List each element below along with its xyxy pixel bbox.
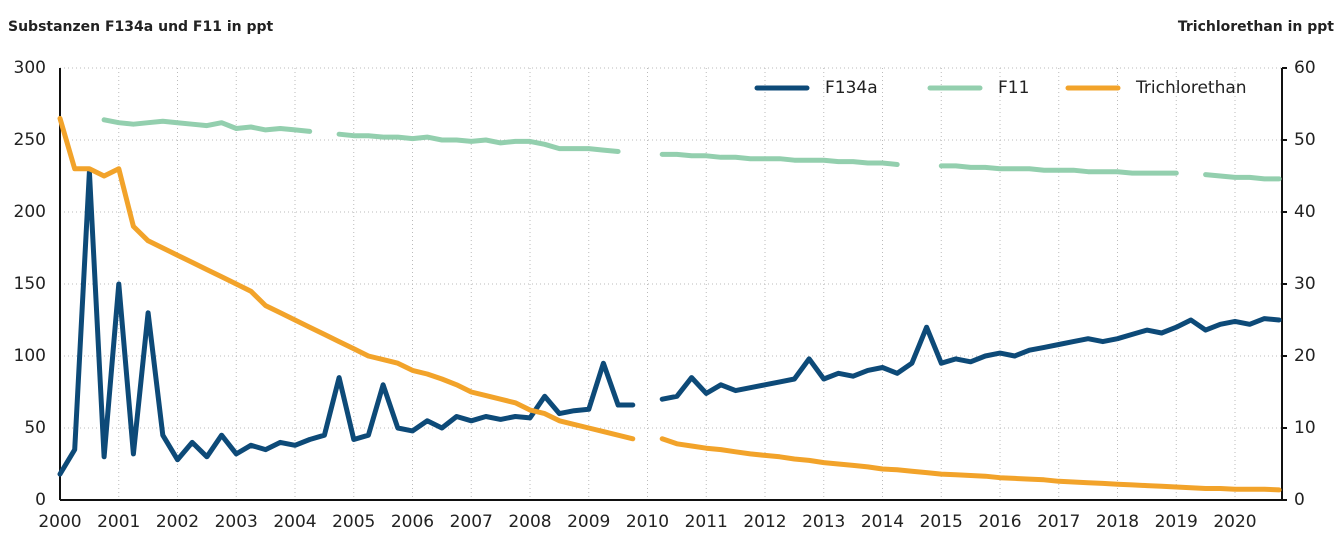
x-tick-label: 2019 (1155, 512, 1198, 532)
x-tick-label: 2012 (743, 512, 786, 532)
x-tick-label: 2008 (508, 512, 551, 532)
x-tick-label: 2014 (861, 512, 904, 532)
x-tick-label: 2010 (626, 512, 669, 532)
y-tick-label: 0 (35, 490, 46, 510)
x-tick-label: 2017 (1037, 512, 1080, 532)
y-tick-label: 300 (14, 58, 46, 78)
y-axis-title: Substanzen F134a und F11 in ppt (8, 19, 274, 35)
series-line (101, 117, 1282, 182)
x-tick-label: 2003 (215, 512, 258, 532)
series-line (57, 169, 1282, 477)
y2-tick-label: 30 (1294, 274, 1316, 294)
legend-label: F134a (825, 78, 878, 98)
x-tick-label: 2002 (156, 512, 199, 532)
x-tick-label: 2005 (332, 512, 375, 532)
y2-axis-title: Trichlorethan in ppt (1178, 19, 1334, 35)
x-tick-label: 2000 (38, 512, 81, 532)
x-tick-label: 2020 (1213, 512, 1256, 532)
y-tick-label: 200 (14, 202, 46, 222)
y-tick-label: 250 (14, 130, 46, 150)
x-tick-label: 2018 (1096, 512, 1139, 532)
y2-tick-label: 10 (1294, 418, 1316, 438)
x-tick-label: 2004 (273, 512, 316, 532)
x-tick-label: 2009 (567, 512, 610, 532)
y-tick-label: 50 (24, 418, 46, 438)
x-tick-label: 2016 (978, 512, 1021, 532)
y2-tick-label: 60 (1294, 58, 1316, 78)
x-tick-label: 2007 (450, 512, 493, 532)
x-tick-label: 2015 (920, 512, 963, 532)
y-tick-label: 150 (14, 274, 46, 294)
series-line (57, 115, 1282, 493)
x-tick-label: 2001 (97, 512, 140, 532)
y-tick-label: 100 (14, 346, 46, 366)
x-tick-label: 2006 (391, 512, 434, 532)
y2-tick-label: 50 (1294, 130, 1316, 150)
x-tick-label: 2013 (802, 512, 845, 532)
y2-tick-label: 0 (1294, 490, 1305, 510)
legend-label: F11 (998, 78, 1029, 98)
y2-tick-label: 40 (1294, 202, 1316, 222)
x-tick-label: 2011 (685, 512, 728, 532)
legend-label: Trichlorethan (1135, 78, 1247, 98)
y2-tick-label: 20 (1294, 346, 1316, 366)
